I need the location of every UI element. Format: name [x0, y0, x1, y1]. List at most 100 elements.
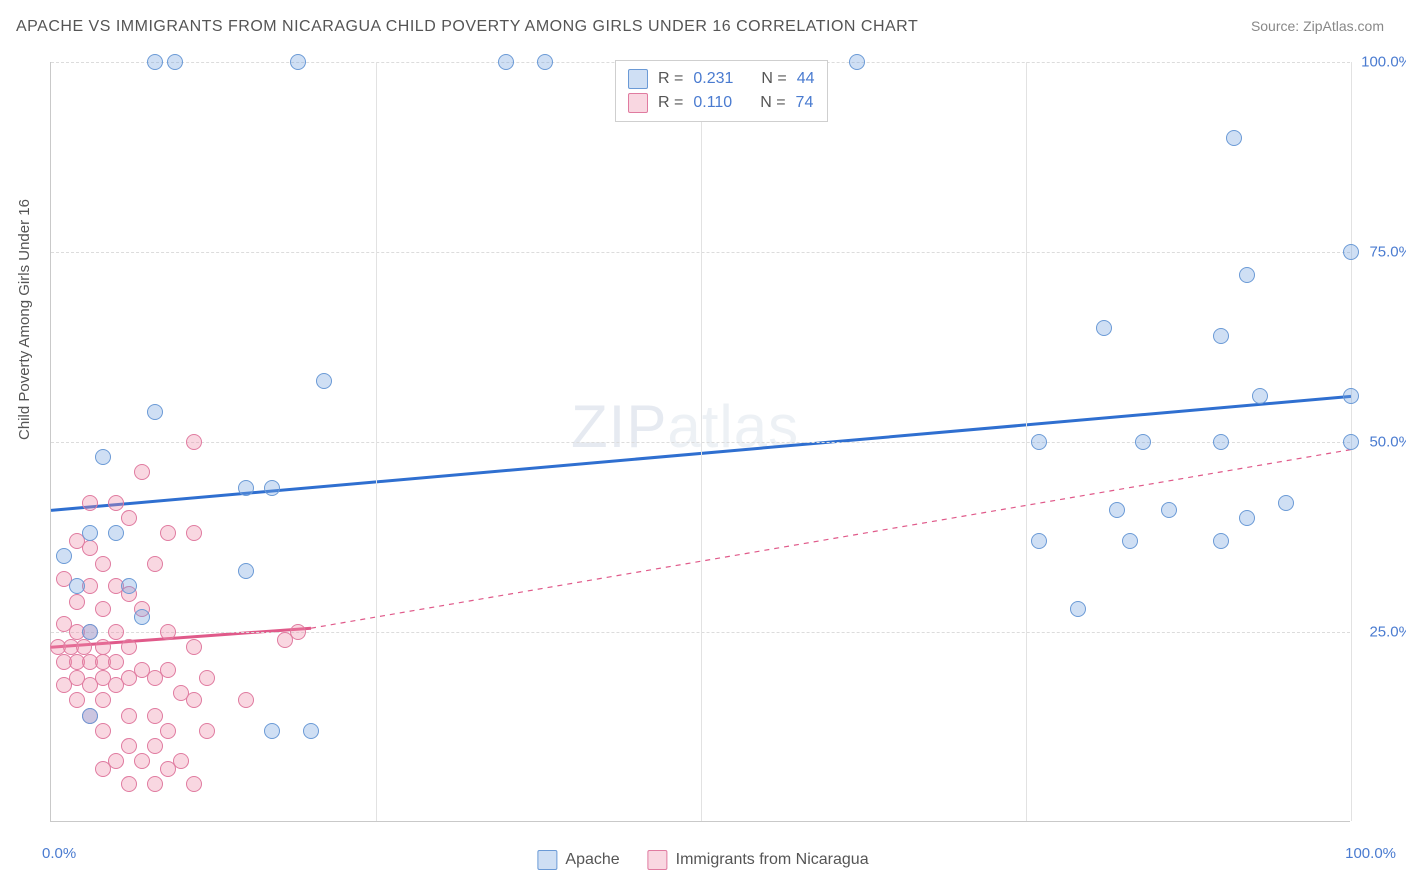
legend-series-label: Apache	[565, 851, 619, 869]
legend-stat-row: R = 0.231 N = 44	[628, 67, 815, 91]
scatter-point	[147, 404, 163, 420]
scatter-point	[108, 525, 124, 541]
source-label: Source:	[1251, 18, 1299, 34]
scatter-point	[95, 601, 111, 617]
scatter-point	[147, 670, 163, 686]
grid-v	[376, 62, 377, 821]
legend-N-label: N =	[761, 67, 786, 91]
scatter-point	[199, 670, 215, 686]
scatter-point	[69, 692, 85, 708]
legend-R-label: R =	[658, 91, 683, 115]
scatter-point	[76, 639, 92, 655]
legend-series-item: Immigrants from Nicaragua	[648, 850, 869, 870]
scatter-point	[160, 525, 176, 541]
legend-swatch	[628, 69, 648, 89]
scatter-point	[1239, 267, 1255, 283]
grid-v	[1026, 62, 1027, 821]
scatter-point	[1109, 502, 1125, 518]
scatter-point	[134, 609, 150, 625]
scatter-point	[121, 738, 137, 754]
scatter-point	[1213, 328, 1229, 344]
scatter-point	[173, 685, 189, 701]
legend-R-label: R =	[658, 67, 683, 91]
scatter-point	[277, 632, 293, 648]
y-axis-label: Child Poverty Among Girls Under 16	[16, 199, 33, 440]
scatter-point	[147, 708, 163, 724]
scatter-point	[108, 677, 124, 693]
scatter-point	[1226, 130, 1242, 146]
legend-N-value: 44	[797, 67, 815, 91]
y-tick-label: 75.0%	[1357, 244, 1406, 261]
scatter-point	[121, 776, 137, 792]
scatter-point	[82, 624, 98, 640]
scatter-point	[95, 639, 111, 655]
scatter-point	[108, 654, 124, 670]
scatter-point	[69, 578, 85, 594]
legend-swatch	[648, 850, 668, 870]
y-tick-label: 25.0%	[1357, 624, 1406, 641]
scatter-point	[1343, 434, 1359, 450]
legend-swatch	[628, 93, 648, 113]
trend-line	[311, 450, 1351, 629]
scatter-point	[1031, 533, 1047, 549]
x-hi-label: 100.0%	[1345, 845, 1396, 862]
scatter-point	[1213, 533, 1229, 549]
scatter-point	[1070, 601, 1086, 617]
scatter-point	[303, 723, 319, 739]
scatter-point	[95, 556, 111, 572]
scatter-point	[56, 677, 72, 693]
scatter-point	[1239, 510, 1255, 526]
legend-N-value: 74	[796, 91, 814, 115]
x-lo-label: 0.0%	[42, 845, 76, 862]
scatter-point	[1135, 434, 1151, 450]
legend-R-value: 0.231	[693, 67, 733, 91]
scatter-point	[95, 723, 111, 739]
scatter-point	[186, 434, 202, 450]
scatter-point	[121, 708, 137, 724]
chart-title: APACHE VS IMMIGRANTS FROM NICARAGUA CHIL…	[16, 18, 918, 36]
scatter-point	[95, 692, 111, 708]
grid-v	[701, 62, 702, 821]
scatter-point	[121, 639, 137, 655]
scatter-point	[147, 776, 163, 792]
scatter-point	[95, 761, 111, 777]
legend-stat-row: R =0.110N =74	[628, 91, 815, 115]
scatter-point	[121, 510, 137, 526]
scatter-point	[186, 525, 202, 541]
scatter-point	[1161, 502, 1177, 518]
scatter-point	[1096, 320, 1112, 336]
source: Source: ZipAtlas.com	[1251, 18, 1384, 34]
scatter-point	[238, 692, 254, 708]
scatter-point	[498, 54, 514, 70]
scatter-point	[147, 54, 163, 70]
scatter-point	[264, 480, 280, 496]
scatter-point	[238, 480, 254, 496]
scatter-point	[186, 639, 202, 655]
scatter-point	[82, 708, 98, 724]
legend-swatch	[537, 850, 557, 870]
source-value: ZipAtlas.com	[1303, 18, 1384, 34]
scatter-point	[167, 54, 183, 70]
y-tick-label: 50.0%	[1357, 434, 1406, 451]
scatter-point	[160, 761, 176, 777]
scatter-point	[1252, 388, 1268, 404]
scatter-point	[238, 563, 254, 579]
scatter-point	[108, 495, 124, 511]
scatter-point	[849, 54, 865, 70]
legend-R-value: 0.110	[693, 91, 732, 115]
scatter-point	[264, 723, 280, 739]
scatter-point	[1278, 495, 1294, 511]
scatter-point	[82, 525, 98, 541]
scatter-point	[290, 54, 306, 70]
y-tick-label: 100.0%	[1357, 54, 1406, 71]
scatter-point	[82, 495, 98, 511]
scatter-point	[108, 624, 124, 640]
legend-series: Apache Immigrants from Nicaragua	[537, 850, 868, 870]
scatter-point	[160, 624, 176, 640]
scatter-point	[134, 753, 150, 769]
plot-area: ZIPatlas 25.0%50.0%75.0%100.0%	[50, 62, 1350, 822]
scatter-point	[316, 373, 332, 389]
scatter-point	[199, 723, 215, 739]
scatter-point	[82, 540, 98, 556]
legend-series-item: Apache	[537, 850, 619, 870]
